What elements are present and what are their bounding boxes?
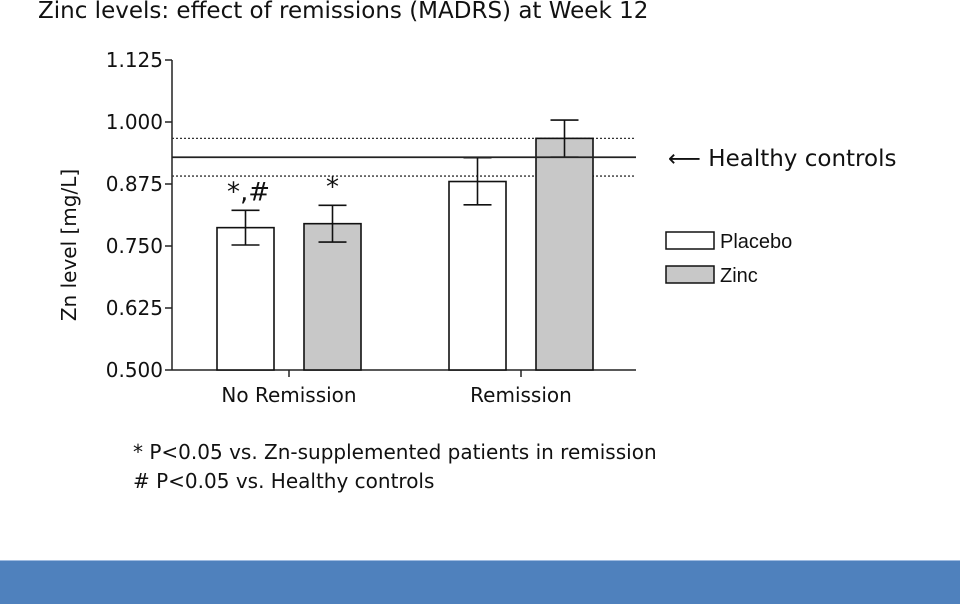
bar-zinc-1 (535, 137, 594, 371)
bar-zinc-0 (303, 222, 362, 371)
y-tick-label: 0.750 (106, 234, 163, 258)
y-tick-label: 0.500 (106, 358, 163, 382)
legend-swatch-placebo (665, 231, 715, 250)
zinc-bar-chart: 0.500 0.625 0.750 0.875 1.000 1.125 Zn level [… (57, 48, 896, 407)
legend-label-zinc: Zinc (720, 265, 758, 287)
bar-placebo-1 (448, 180, 507, 371)
slide-title: Zinc levels: effect of remissions (MADRS… (38, 0, 649, 24)
healthy-controls-label: ⟵ Healthy controls (668, 146, 896, 172)
legend-swatch-zinc (665, 265, 715, 284)
footer-bar (0, 560, 960, 604)
y-tick-label: 0.625 (106, 296, 163, 320)
y-axis-title: Zn level [mg/L] (57, 169, 81, 321)
x-tick-label: No Remission (221, 383, 356, 407)
y-tick-label: 0.875 (106, 172, 163, 196)
legend-label-placebo: Placebo (720, 231, 792, 253)
x-tick-label: Remission (470, 383, 572, 407)
significance-annotation: * (326, 172, 339, 202)
footnote-hash: # P<0.05 vs. Healthy controls (133, 469, 435, 493)
footnote-star: * P<0.05 vs. Zn-supplemented patients in… (133, 440, 657, 464)
y-tick-label: 1.125 (106, 48, 163, 72)
y-tick-label: 1.000 (106, 110, 163, 134)
significance-annotation: *,# (227, 177, 270, 207)
bar-placebo-0 (216, 226, 275, 371)
